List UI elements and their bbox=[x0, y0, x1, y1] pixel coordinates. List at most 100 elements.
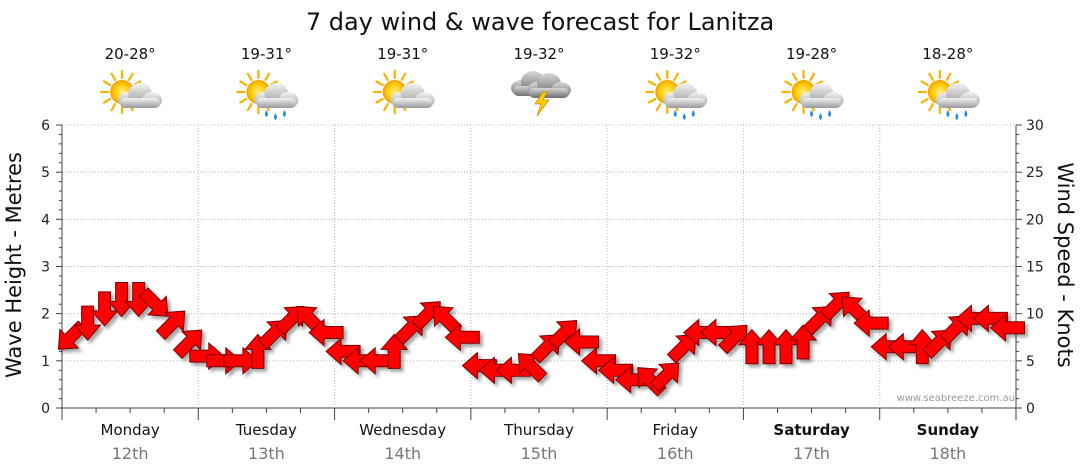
sun-ray bbox=[110, 103, 117, 112]
sun-ray bbox=[809, 72, 816, 81]
storm-cloud-icon bbox=[527, 73, 571, 98]
rain-drop bbox=[810, 110, 814, 117]
temperature-label: 19-32° bbox=[513, 45, 564, 63]
sun-ray bbox=[928, 72, 934, 81]
sun-ray bbox=[239, 80, 248, 87]
sun-ray bbox=[102, 97, 112, 104]
day-date-label: 15th bbox=[521, 444, 558, 463]
wind-arrow-shape bbox=[989, 313, 1025, 342]
wind-arrow bbox=[223, 346, 259, 375]
right-axis-label: Wind Speed - Knots bbox=[1053, 162, 1077, 367]
wind-arrow-shape bbox=[275, 305, 305, 336]
wind-arrow bbox=[754, 328, 784, 365]
wind-arrow-shape bbox=[972, 304, 1008, 333]
sun-ray bbox=[655, 103, 662, 112]
wind-arrow-shape bbox=[90, 291, 119, 327]
rain-drops-icon bbox=[810, 110, 832, 120]
wind-arrow-shape bbox=[580, 346, 617, 375]
cloud-base bbox=[120, 98, 161, 108]
wind-arrow bbox=[563, 327, 600, 357]
wind-arrow bbox=[972, 304, 1008, 333]
sun-ray bbox=[246, 72, 253, 81]
day-name-label: Saturday bbox=[773, 421, 850, 439]
rain-drops-icon bbox=[673, 110, 695, 120]
cloud-base bbox=[665, 98, 706, 108]
wind-arrow bbox=[853, 309, 889, 338]
wind-arrow bbox=[580, 346, 617, 375]
day-name-label: Sunday bbox=[917, 421, 980, 439]
day-date-label: 18th bbox=[929, 444, 966, 463]
cloud-base bbox=[937, 98, 978, 108]
rain-drop bbox=[946, 110, 950, 117]
day-name-label: Thursday bbox=[503, 421, 574, 439]
temperature-label: 19-31° bbox=[241, 45, 292, 63]
left-tick-label: 3 bbox=[41, 260, 50, 276]
sun-ray bbox=[128, 72, 134, 81]
wind-arrow bbox=[308, 318, 344, 347]
cloud-base bbox=[529, 88, 569, 98]
temperature-label: 19-31° bbox=[377, 45, 428, 63]
wind-arrow-shape bbox=[223, 346, 259, 375]
wind-arrow-shape bbox=[138, 287, 169, 317]
weather-showers-icon bbox=[645, 69, 708, 120]
right-tick-label: 15 bbox=[1026, 260, 1044, 276]
sun-ray bbox=[246, 103, 253, 112]
temperature-label: 18-28° bbox=[922, 45, 973, 63]
sun-ray bbox=[928, 103, 934, 112]
cloud-base bbox=[256, 98, 297, 108]
cloud-icon bbox=[799, 83, 844, 108]
right-tick-label: 0 bbox=[1026, 401, 1035, 417]
lightning-bolt-icon bbox=[534, 91, 550, 117]
left-tick-label: 0 bbox=[41, 401, 50, 417]
wind-arrow bbox=[380, 333, 409, 369]
wind-arrow bbox=[666, 334, 697, 364]
wind-arrow bbox=[989, 313, 1025, 342]
day-date-label: 13th bbox=[248, 444, 285, 463]
weather-showers-icon bbox=[781, 69, 844, 120]
cloud-icon bbox=[118, 83, 163, 108]
rain-drop bbox=[964, 110, 968, 117]
cloud-base bbox=[801, 98, 842, 108]
sun-ray bbox=[375, 97, 384, 104]
wind-arrow bbox=[172, 329, 203, 359]
day-date-label: 17th bbox=[793, 444, 830, 463]
day-labels: Monday 12th Tuesday 13th Wednesday 14th Thursd… bbox=[101, 421, 980, 463]
left-tick-label: 4 bbox=[41, 212, 50, 228]
rain-drops-icon bbox=[264, 110, 286, 120]
cloud-icon bbox=[663, 83, 708, 108]
sun-ray bbox=[375, 80, 384, 87]
wind-arrow-shape bbox=[789, 324, 818, 360]
wind-arrow-shape bbox=[73, 305, 102, 341]
day-date-label: 16th bbox=[657, 444, 694, 463]
wind-arrow-shape bbox=[754, 328, 784, 365]
cloud-icon bbox=[935, 83, 980, 108]
rain-drop bbox=[682, 113, 686, 120]
wind-arrow-shape bbox=[563, 327, 600, 357]
wind-speed-axis: 0 5 10 15 20 25 30 bbox=[1016, 118, 1044, 417]
right-tick-label: 25 bbox=[1026, 165, 1044, 181]
right-tick-label: 30 bbox=[1026, 118, 1044, 134]
rain-drop bbox=[282, 110, 286, 117]
sun-ray bbox=[945, 72, 952, 81]
cloud-icon bbox=[254, 83, 299, 108]
rain-drop bbox=[273, 113, 277, 120]
sun-ray bbox=[383, 103, 389, 112]
wind-arrow bbox=[90, 291, 119, 327]
sun-ray bbox=[400, 72, 407, 81]
sun-ray bbox=[784, 80, 793, 87]
temperature-label: 20-28° bbox=[105, 45, 156, 63]
sun-ray bbox=[647, 97, 657, 104]
wind-arrow-shape bbox=[325, 337, 361, 366]
left-tick-label: 6 bbox=[41, 118, 50, 134]
credit-text: www.seabreeze.com.au bbox=[897, 393, 1015, 404]
sun-ray bbox=[784, 97, 793, 104]
wind-arrow bbox=[138, 287, 169, 317]
sun-ray bbox=[920, 97, 929, 104]
wind-arrow bbox=[649, 362, 680, 392]
wind-arrow bbox=[155, 310, 186, 341]
wind-arrows bbox=[57, 282, 1025, 397]
day-name-label: Monday bbox=[101, 421, 160, 439]
cloud-icon bbox=[390, 83, 435, 108]
rain-drop bbox=[828, 110, 832, 117]
